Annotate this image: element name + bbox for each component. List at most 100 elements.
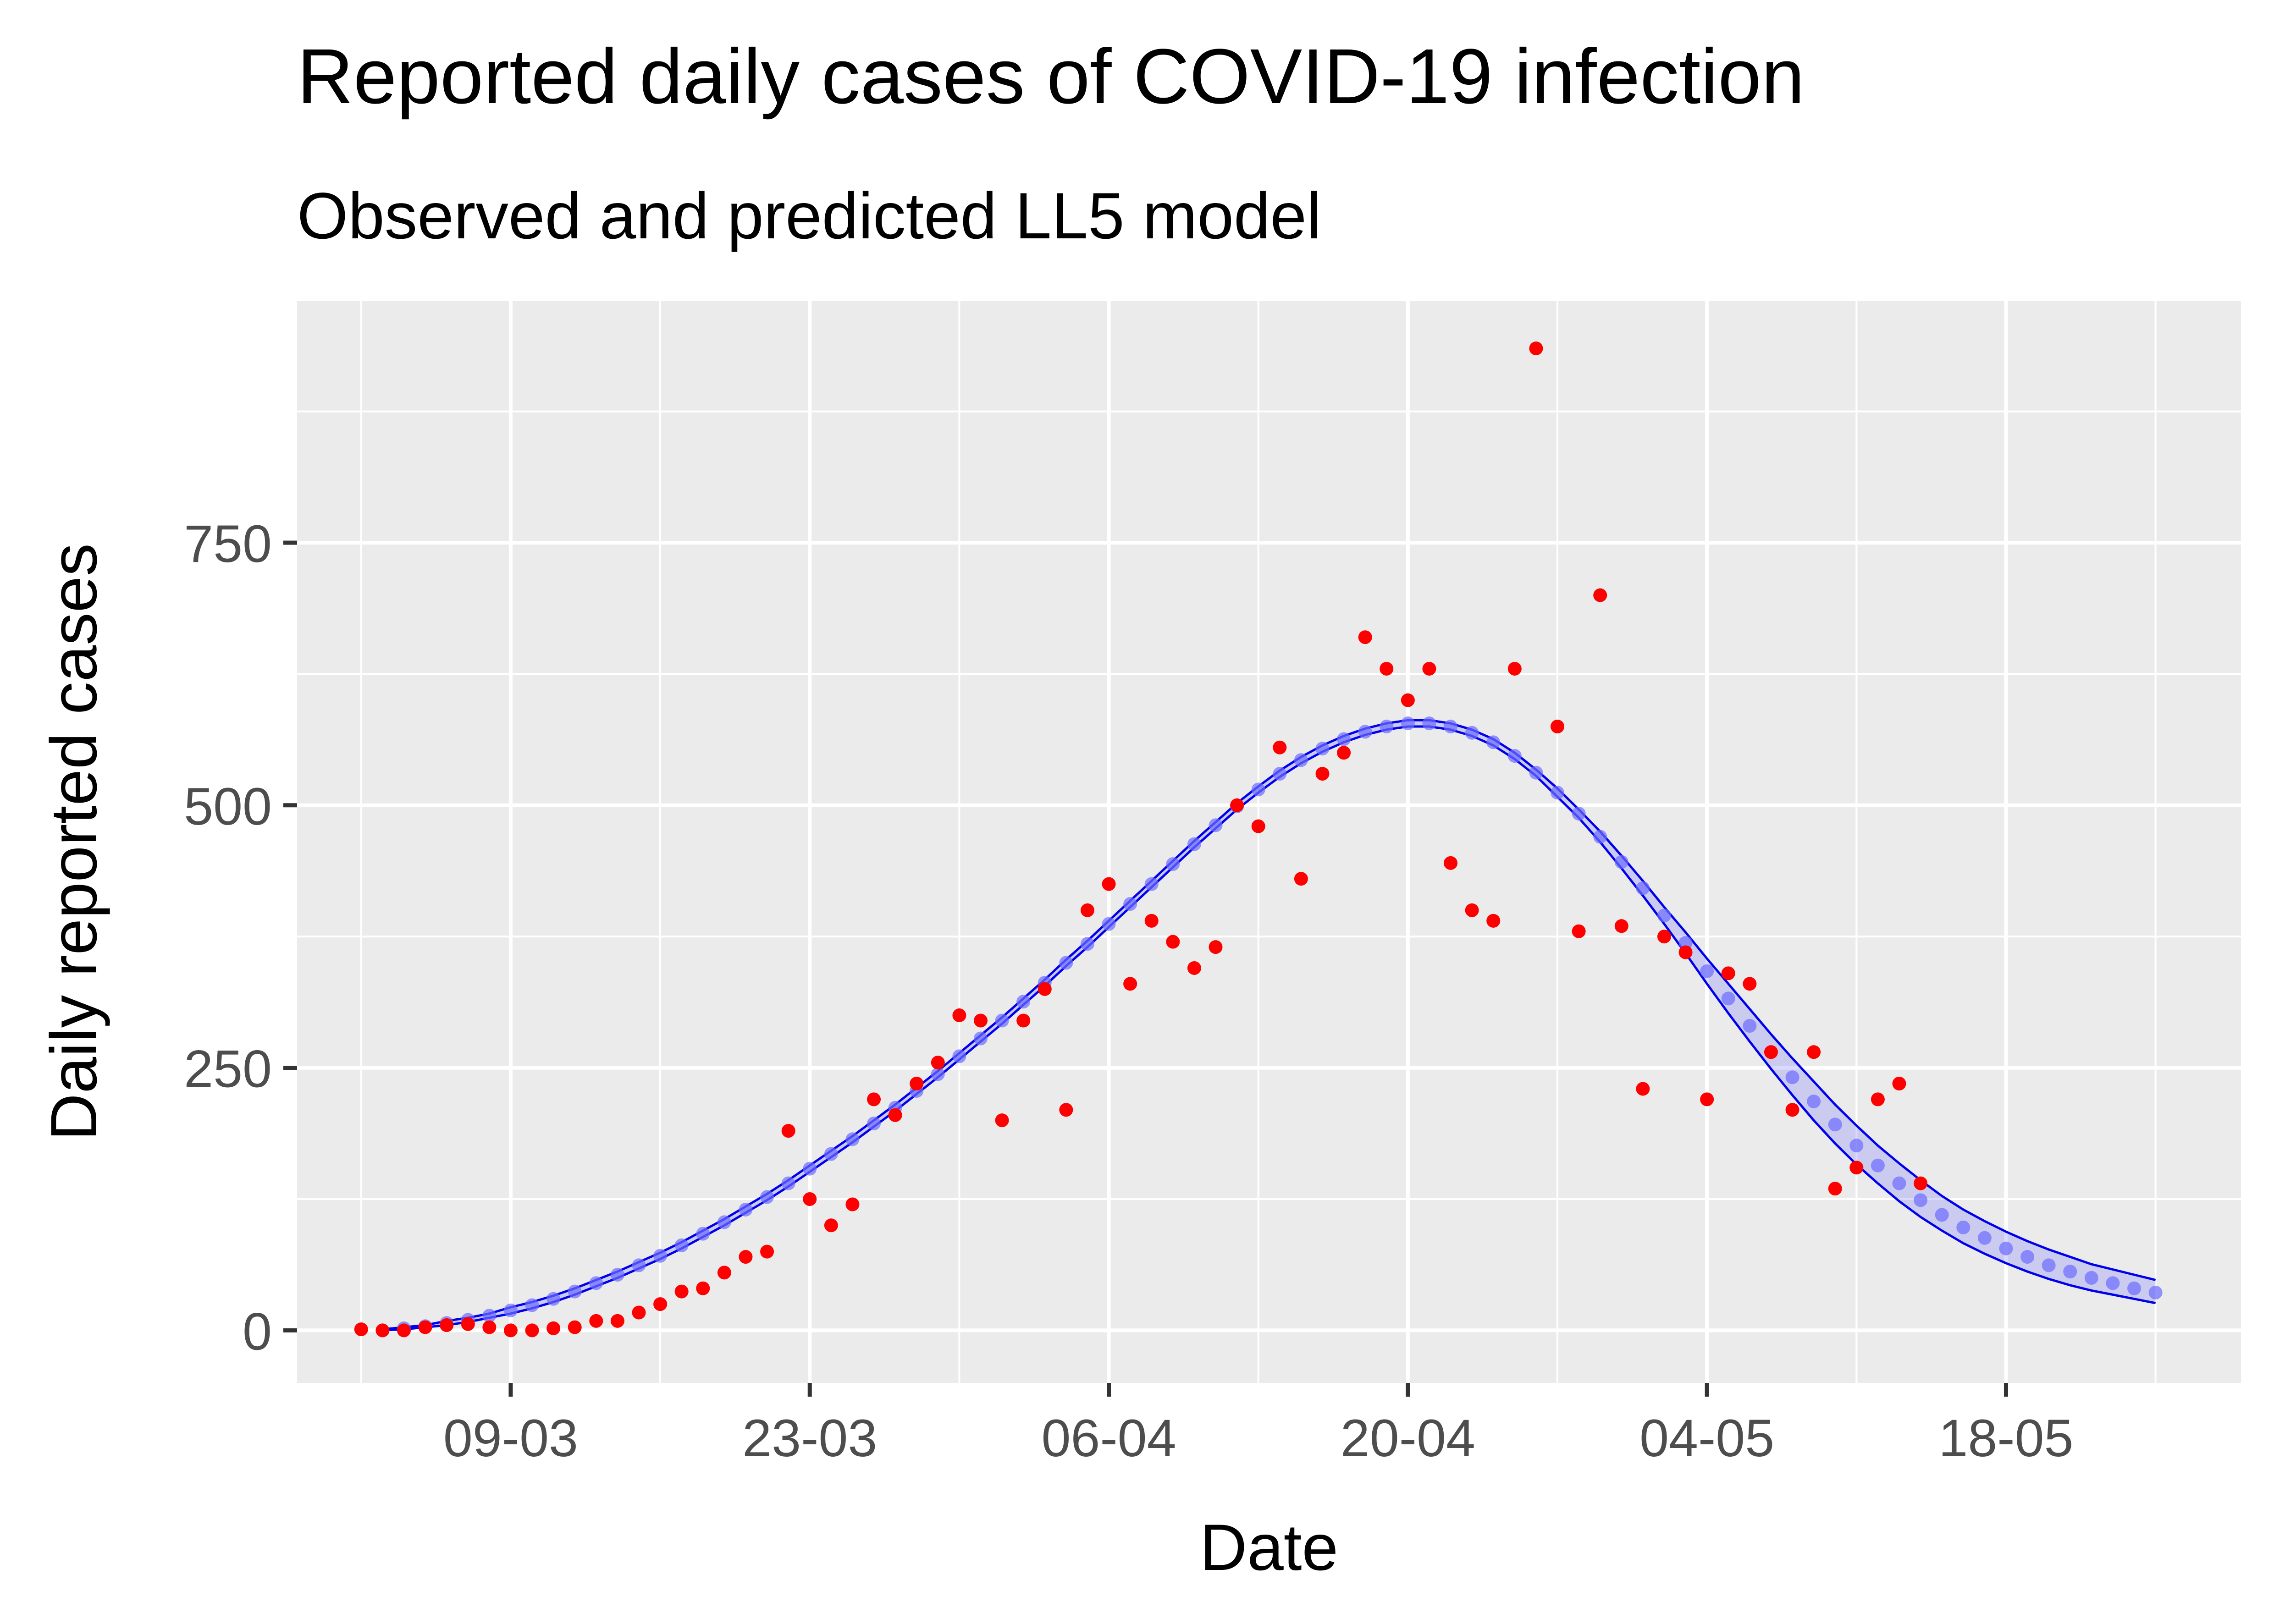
y-tick-label: 500 — [184, 777, 272, 836]
x-tick-label: 06-04 — [1041, 1409, 1176, 1468]
predicted-point — [1059, 956, 1073, 970]
predicted-point — [2148, 1285, 2163, 1299]
predicted-point — [1273, 767, 1287, 781]
observed-point — [910, 1076, 924, 1090]
predicted-point — [2106, 1276, 2120, 1290]
predicted-point — [1849, 1139, 1864, 1153]
chart-title: Reported daily cases of COVID-19 infecti… — [297, 33, 1805, 120]
observed-point — [632, 1305, 646, 1320]
observed-point — [568, 1320, 582, 1334]
predicted-point — [674, 1238, 689, 1252]
observed-point — [803, 1192, 817, 1206]
predicted-point — [2042, 1258, 2056, 1272]
observed-point — [1678, 945, 1693, 959]
observed-point — [1187, 961, 1201, 975]
observed-point — [781, 1124, 795, 1138]
x-tick-labels: 09-03 23-03 06-04 20-04 04-05 18-05 — [443, 1409, 2074, 1468]
observed-point — [1572, 924, 1586, 938]
observed-point — [1593, 588, 1607, 602]
observed-point — [418, 1320, 432, 1334]
observed-point — [1123, 977, 1137, 991]
y-tick-labels: 0 250 500 750 — [184, 515, 272, 1361]
predicted-point — [1721, 991, 1735, 1006]
observed-point — [739, 1250, 753, 1264]
predicted-point — [2063, 1265, 2077, 1279]
observed-point — [525, 1323, 539, 1338]
predicted-point — [1166, 857, 1180, 871]
predicted-point — [1486, 735, 1501, 749]
observed-point — [931, 1056, 945, 1070]
observed-point — [1102, 877, 1116, 891]
y-tick-label: 250 — [184, 1040, 272, 1099]
observed-point — [397, 1323, 411, 1338]
predicted-point — [568, 1284, 582, 1299]
observed-point — [1273, 740, 1287, 754]
observed-point — [1721, 966, 1735, 980]
axis-ticks — [283, 540, 2008, 1397]
predicted-point — [1956, 1220, 1970, 1234]
observed-point — [845, 1197, 860, 1211]
observed-point — [1849, 1161, 1864, 1175]
predicted-point — [717, 1215, 731, 1229]
predicted-point — [1187, 837, 1201, 851]
predicted-point — [1422, 716, 1436, 731]
predicted-point — [1358, 725, 1372, 739]
observed-point — [546, 1321, 561, 1335]
predicted-point — [589, 1276, 603, 1290]
observed-point — [1166, 935, 1180, 949]
predicted-point — [2084, 1271, 2098, 1285]
observed-point — [1358, 630, 1372, 644]
observed-point — [1465, 903, 1479, 917]
observed-point — [1914, 1176, 1928, 1190]
observed-point — [461, 1317, 475, 1331]
observed-point — [653, 1297, 668, 1311]
x-tick-label: 09-03 — [443, 1409, 578, 1468]
predicted-point — [1444, 719, 1458, 733]
predicted-point — [1892, 1176, 1906, 1190]
predicted-point — [973, 1031, 988, 1046]
predicted-point — [867, 1117, 881, 1131]
observed-point — [717, 1266, 731, 1280]
observed-point — [1294, 872, 1308, 886]
y-tick-label: 750 — [184, 515, 272, 573]
observed-point — [1422, 661, 1436, 676]
predicted-point — [1678, 936, 1693, 950]
observed-point — [760, 1244, 774, 1259]
observed-point — [1315, 767, 1330, 781]
predicted-point — [1551, 786, 1565, 800]
predicted-point — [525, 1298, 539, 1312]
observed-point — [696, 1281, 710, 1295]
predicted-point — [632, 1258, 646, 1272]
predicted-point — [482, 1309, 497, 1323]
x-tick-label: 20-04 — [1341, 1409, 1475, 1468]
predicted-point — [1700, 964, 1714, 978]
y-tick-label: 0 — [243, 1302, 272, 1361]
observed-point — [824, 1218, 838, 1233]
predicted-point — [995, 1013, 1009, 1028]
predicted-point — [1935, 1208, 1949, 1222]
observed-point — [1380, 661, 1394, 676]
predicted-point — [760, 1190, 774, 1204]
predicted-point — [952, 1049, 966, 1063]
predicted-point — [739, 1202, 753, 1217]
predicted-point — [1294, 753, 1308, 767]
observed-point — [1807, 1045, 1821, 1059]
predicted-point — [845, 1132, 860, 1146]
observed-point — [1337, 746, 1351, 760]
observed-point — [973, 1013, 988, 1028]
predicted-point — [1871, 1158, 1885, 1173]
observed-point — [1486, 914, 1501, 928]
predicted-point — [1144, 877, 1159, 891]
predicted-point — [803, 1162, 817, 1176]
predicted-point — [1999, 1241, 2013, 1255]
observed-point — [1401, 693, 1415, 707]
observed-point — [1828, 1182, 1842, 1196]
observed-point — [1507, 661, 1522, 676]
predicted-point — [1828, 1118, 1842, 1132]
observed-point — [1230, 798, 1244, 812]
observed-point — [1743, 977, 1757, 991]
observed-point — [1251, 819, 1265, 833]
predicted-point — [1080, 937, 1094, 951]
x-tick-label: 04-05 — [1639, 1409, 1774, 1468]
